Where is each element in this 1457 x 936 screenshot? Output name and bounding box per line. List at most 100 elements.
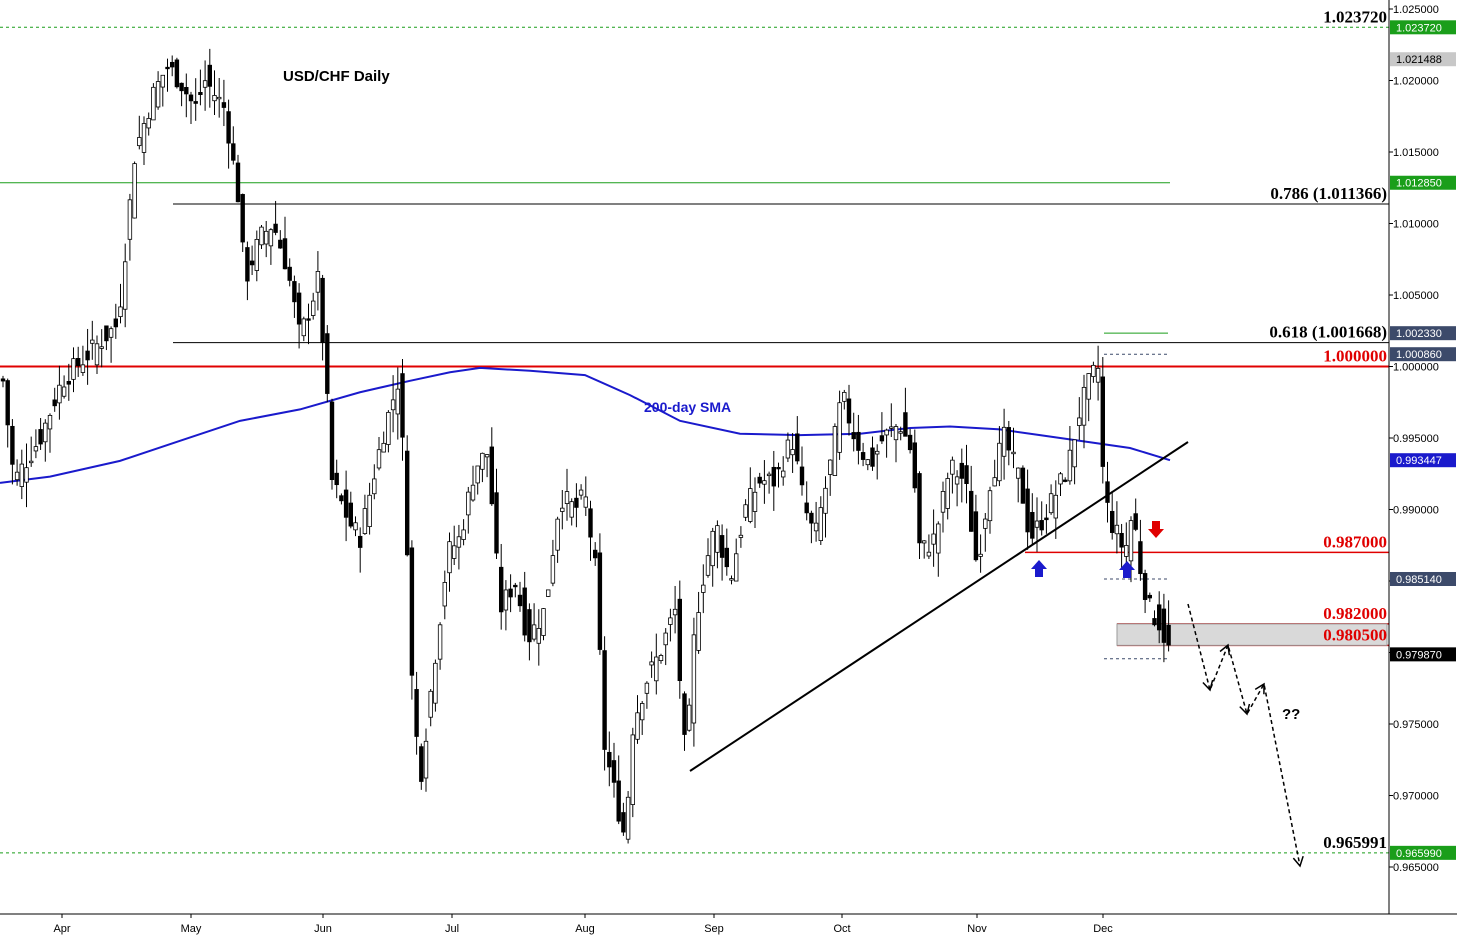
- time-tick-label: May: [181, 923, 202, 935]
- candle-body: [625, 796, 631, 840]
- candle-body: [419, 746, 424, 782]
- level-label: 0.982000: [1323, 604, 1387, 623]
- candle-body: [616, 780, 621, 822]
- candle-body: [216, 96, 222, 100]
- candle-body: [546, 589, 551, 597]
- candle-body: [677, 598, 682, 682]
- candle-body: [127, 199, 133, 240]
- level-label: 0.987000: [1323, 532, 1387, 551]
- candle-body: [141, 123, 147, 153]
- candle-body: [400, 373, 405, 438]
- candle-body: [1001, 426, 1007, 457]
- candle-body: [630, 734, 635, 805]
- price-tick-label: 0.970000: [1393, 791, 1439, 803]
- candle-body: [583, 496, 588, 508]
- candle-body: [245, 247, 250, 282]
- price-tick-label: 1.025000: [1393, 4, 1439, 16]
- candle-body: [489, 446, 494, 505]
- candle-body: [959, 462, 964, 479]
- down-arrow-icon: [1148, 521, 1164, 538]
- candle-body: [1039, 520, 1044, 531]
- candle-body: [818, 507, 823, 541]
- candle-body: [997, 442, 1002, 482]
- candle-body: [226, 111, 231, 144]
- candle-body: [672, 608, 678, 616]
- projection-arrowhead: [1239, 703, 1251, 716]
- candle-body: [38, 429, 43, 445]
- candle-body: [1161, 608, 1167, 643]
- candle-body: [71, 358, 76, 380]
- candle-body: [823, 487, 828, 514]
- candle-body: [263, 230, 269, 245]
- candle-body: [325, 333, 330, 394]
- projection-path: [1187, 603, 1304, 868]
- candle-body: [950, 459, 955, 475]
- candle-body: [28, 460, 34, 464]
- level-label: 0.618 (1.001668): [1269, 323, 1387, 342]
- candle-body: [240, 194, 245, 243]
- candle-body: [451, 545, 457, 559]
- candle-body: [785, 439, 791, 459]
- candle-body: [978, 553, 983, 557]
- candle-body: [433, 662, 438, 704]
- candle-body: [635, 712, 640, 740]
- candle-body: [710, 530, 715, 567]
- candle-body: [813, 522, 819, 532]
- candle-body: [799, 466, 805, 486]
- candle-body: [668, 617, 673, 625]
- candle-body: [61, 386, 67, 397]
- candle-body: [550, 555, 556, 584]
- candle-body: [771, 466, 776, 487]
- candle-body: [1138, 541, 1143, 575]
- candle-body: [560, 507, 565, 512]
- candle-body: [480, 452, 485, 470]
- candle-body: [66, 381, 71, 385]
- trendline: [689, 441, 1189, 772]
- candle-body: [362, 508, 368, 534]
- candle-body: [428, 690, 433, 718]
- candle-body: [1105, 481, 1110, 503]
- candle-body: [832, 426, 838, 476]
- price-tag-label: 1.002330: [1396, 328, 1442, 340]
- candle-body: [795, 433, 800, 462]
- candle-body: [964, 465, 969, 485]
- candle-body: [1100, 376, 1105, 467]
- candle-body: [24, 467, 29, 483]
- price-tick-label: 1.015000: [1393, 147, 1439, 159]
- time-tick-label: Oct: [833, 923, 850, 935]
- price-tag-label: 1.012850: [1396, 178, 1442, 190]
- candle-body: [752, 491, 758, 512]
- candle-body: [973, 511, 979, 561]
- candle-body: [188, 94, 194, 102]
- candle-body: [315, 271, 321, 293]
- price-tag: [1390, 175, 1456, 190]
- candle-body: [404, 450, 410, 556]
- candle-body: [179, 82, 184, 92]
- candle-body: [987, 490, 993, 522]
- candle-body: [903, 412, 908, 437]
- candle-body: [1072, 439, 1077, 468]
- sma-label: 200-day SMA: [644, 399, 731, 415]
- price-tick-label: 0.965000: [1393, 862, 1439, 874]
- candle-body: [1034, 520, 1040, 528]
- price-tag-label: 0.979870: [1396, 649, 1442, 661]
- candle-body: [231, 143, 236, 161]
- candle-body: [494, 492, 499, 554]
- candle-body: [1110, 510, 1115, 533]
- support-zone: [1116, 623, 1388, 646]
- candle-body: [1053, 494, 1058, 519]
- candle-body: [1030, 512, 1035, 539]
- candle-body: [278, 239, 283, 249]
- candle-body: [875, 450, 880, 455]
- candle-body: [334, 472, 339, 486]
- candle-body: [310, 300, 316, 316]
- candle-body: [76, 358, 81, 367]
- price-tag-label: 0.985140: [1396, 574, 1442, 586]
- candle-body: [940, 491, 946, 513]
- level-label: 1.023720: [1323, 7, 1387, 26]
- candle-body: [860, 452, 866, 460]
- candle-body: [1067, 449, 1073, 482]
- candle-body: [1020, 467, 1026, 504]
- time-tick-label: Jun: [314, 923, 332, 935]
- candle-body: [33, 446, 39, 452]
